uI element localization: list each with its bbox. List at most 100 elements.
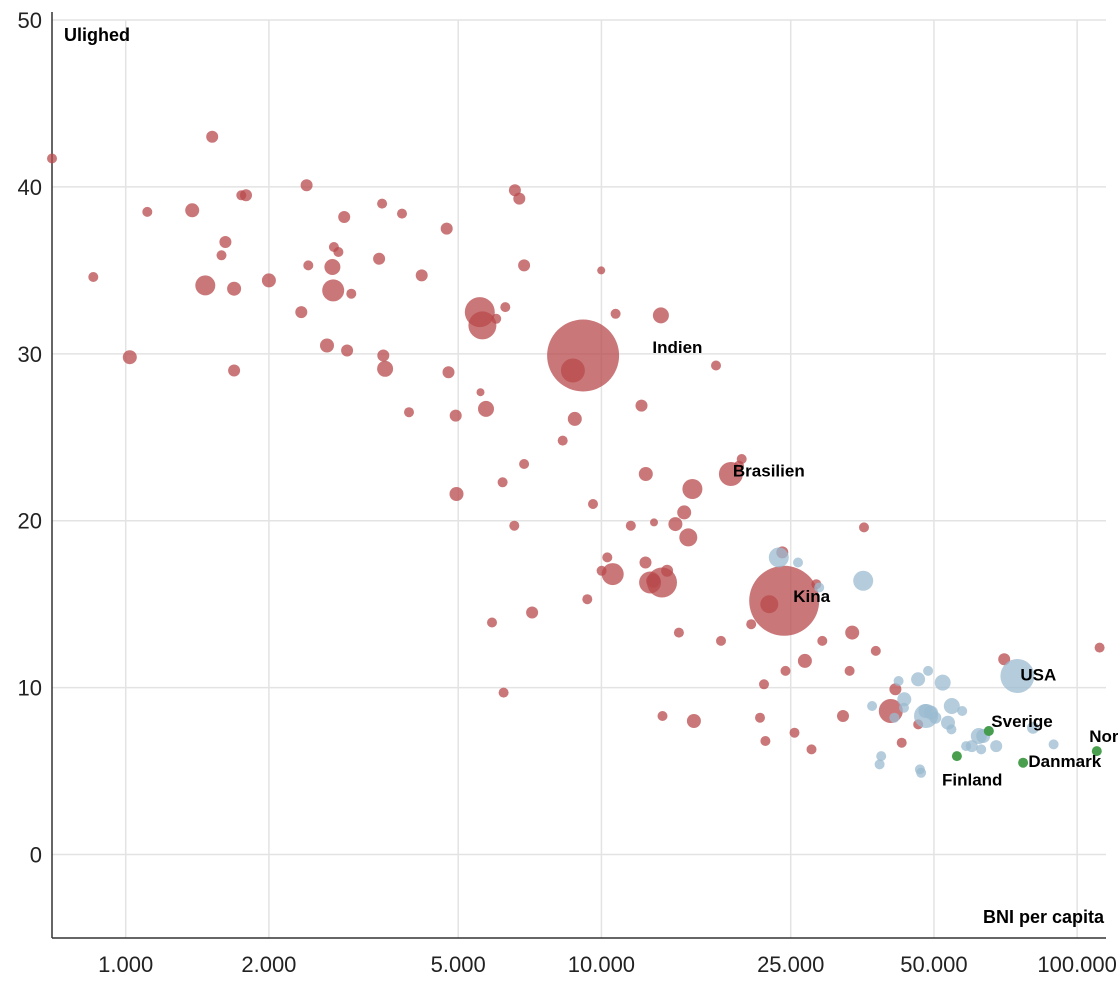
data-point-red [806,744,817,755]
data-point-red [668,517,683,532]
data-point-red [547,319,620,392]
data-point-red [377,349,390,362]
data-point-green [983,726,994,736]
data-point-red [635,399,648,412]
data-point-red [206,130,219,143]
data-point-red [346,288,357,299]
y-tick-label: 10 [18,676,42,701]
data-point-red [498,687,509,698]
data-point-red [780,665,791,676]
axes: 1.000 2.000 5.000 10.000 25.000 50.000 100.000… [18,8,1117,977]
data-point-blue [768,547,789,568]
data-point-red [588,499,598,509]
data-point-blue [1027,721,1039,734]
x-axis-title: BNI per capita [983,907,1105,927]
data-point-red [682,479,703,499]
data-point-red [789,727,800,738]
data-point-red [749,565,820,636]
data-point-red [889,683,902,696]
data-point-red [526,606,539,619]
data-point-blue [934,674,951,691]
data-point-red [228,364,241,377]
data-point-red [711,360,721,371]
data-point-red [601,563,624,586]
point-labels: Indien Brasilien Kina USA Sverige Norge Danmar… [652,338,1118,789]
data-point-red [404,407,414,418]
data-point-red [896,737,907,748]
data-point-red [300,179,313,192]
y-tick-label: 20 [18,509,42,534]
data-points [47,130,1105,778]
data-point-red [261,273,276,288]
data-point-red [415,269,428,282]
data-point-red [557,435,568,446]
data-point-red [240,189,252,202]
data-point-green [1091,746,1102,757]
data-point-red [837,710,849,722]
data-point-red [518,259,531,272]
data-point-red [650,518,658,527]
data-point-red [449,409,462,422]
data-point-blue [916,767,927,778]
data-point-red [219,236,232,248]
data-point-green [951,751,962,762]
data-point-red [746,619,757,630]
data-point-red [478,400,494,417]
data-point-green [1018,757,1029,768]
data-point-red [47,153,57,164]
data-point-red [320,338,334,353]
point-label: USA [1020,665,1056,684]
data-point-red [397,208,407,219]
data-point-red [487,617,497,628]
data-point-blue [911,672,926,687]
data-point-red [602,552,613,563]
data-point-red [227,281,242,296]
x-tick-label: 10.000 [568,952,635,976]
data-point-red [440,222,453,235]
data-point-red [582,594,593,605]
data-point-red [639,556,652,569]
data-point-red [845,625,860,640]
data-point-red [324,259,341,275]
data-point-blue [946,724,957,735]
data-point-red [295,306,308,319]
data-point-red [759,679,769,690]
data-point-red [216,250,227,261]
point-label: Sverige [991,712,1052,731]
y-tick-label: 40 [18,175,42,200]
data-point-red [657,711,668,721]
data-point-blue [1048,739,1059,750]
data-point-red [497,477,508,488]
data-point-red [519,459,530,469]
data-point-red [1094,642,1105,653]
data-point-red [185,203,200,218]
data-point-red [661,564,674,577]
data-point-blue [990,740,1003,753]
data-point-red [679,528,698,547]
data-point-red [638,467,653,481]
point-label: Finland [942,770,1002,789]
data-point-red [476,388,485,397]
x-tick-label: 50.000 [900,952,967,976]
data-point-red [870,645,881,656]
data-point-red [377,198,388,209]
point-label: Kina [793,587,830,606]
data-point-blue [897,692,912,707]
y-tick-label: 30 [18,342,42,367]
data-point-red [491,313,502,324]
x-tick-label: 5.000 [431,952,486,976]
point-label: Brasilien [733,462,805,481]
x-tick-label: 2.000 [241,952,296,976]
data-point-red [625,520,636,531]
data-point-red [677,505,692,520]
data-point-blue [923,665,934,676]
data-point-blue [793,557,803,568]
data-point-red [341,344,354,357]
data-point-blue [867,701,878,711]
data-point-red [673,627,684,638]
x-tick-label: 100.000 [1037,952,1117,976]
data-point-blue [929,711,942,724]
data-point-red [760,736,771,746]
x-tick-label: 1.000 [98,952,153,976]
